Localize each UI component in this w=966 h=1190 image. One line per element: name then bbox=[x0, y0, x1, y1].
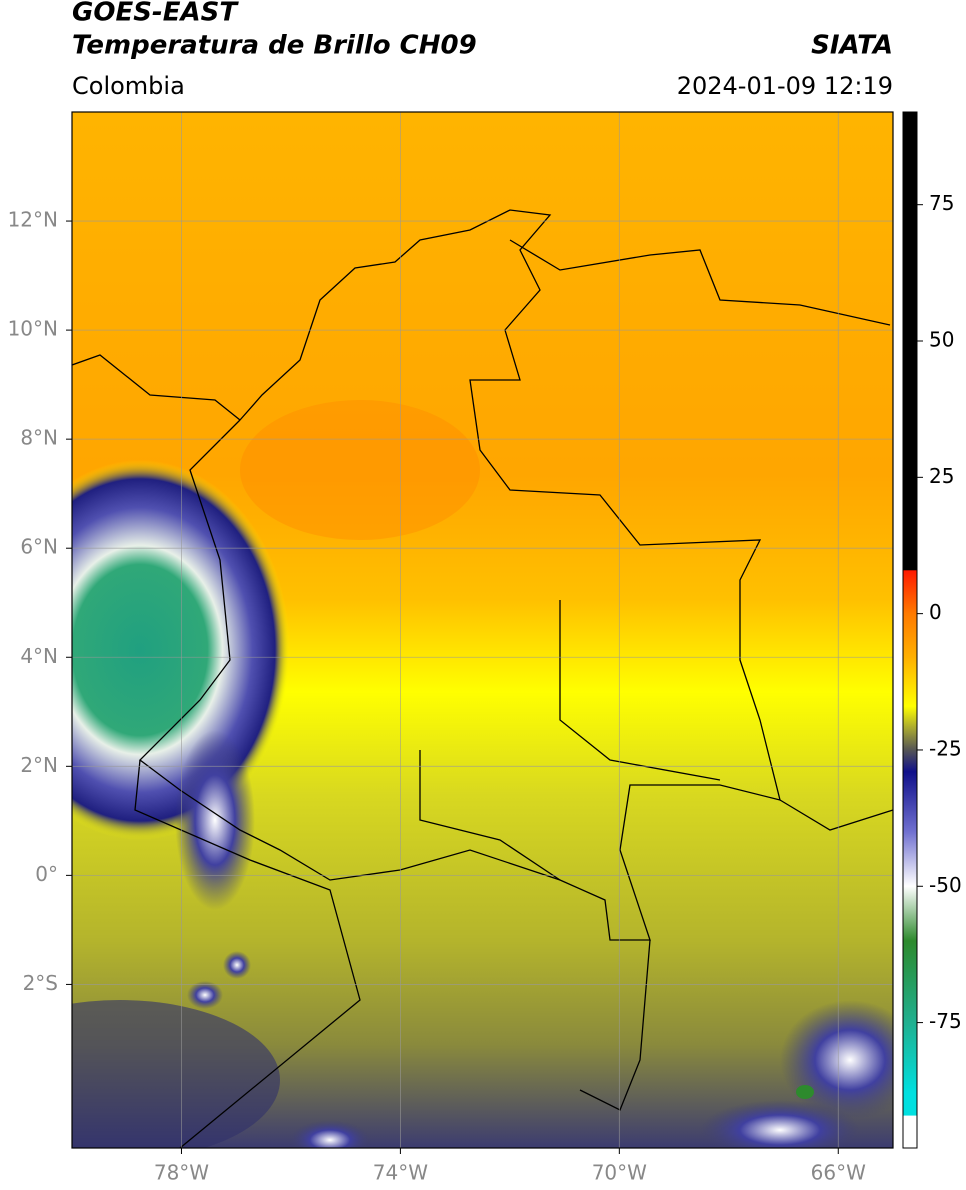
colorbar-tick-label: 75 bbox=[929, 191, 954, 215]
title: GOES-EAST bbox=[72, 0, 239, 28]
source: SIATA bbox=[811, 31, 893, 61]
y-tick-label: 8°N bbox=[20, 426, 58, 450]
y-tick-label: 4°N bbox=[20, 644, 58, 668]
x-tick-label: 66°W bbox=[811, 1161, 866, 1185]
colorbar-tick-label: -50 bbox=[929, 873, 962, 897]
colorbar bbox=[902, 111, 918, 1149]
colorbar-tick-label: 0 bbox=[929, 600, 942, 624]
colorbar-tick-label: -75 bbox=[929, 1009, 962, 1033]
colorbar-tick-label: -25 bbox=[929, 736, 962, 760]
y-tick-label: 2°N bbox=[20, 753, 58, 777]
subtitle: Temperatura de Brillo CH09 bbox=[72, 31, 477, 61]
y-tick-label: 0° bbox=[35, 862, 58, 886]
y-tick-label: 2°S bbox=[23, 971, 58, 995]
y-tick-label: 10°N bbox=[8, 317, 58, 341]
timestamp: 2024-01-09 12:19 bbox=[677, 72, 893, 100]
map-frame bbox=[71, 111, 894, 1149]
x-tick-label: 74°W bbox=[373, 1161, 428, 1185]
region: Colombia bbox=[72, 72, 185, 100]
x-tick-label: 78°W bbox=[154, 1161, 209, 1185]
colorbar-tick-label: 25 bbox=[929, 464, 954, 488]
map-image bbox=[72, 112, 893, 1148]
y-tick-label: 12°N bbox=[8, 208, 58, 232]
y-tick-label: 6°N bbox=[20, 535, 58, 559]
colorbar-tick-label: 50 bbox=[929, 328, 954, 352]
x-tick-label: 70°W bbox=[592, 1161, 647, 1185]
